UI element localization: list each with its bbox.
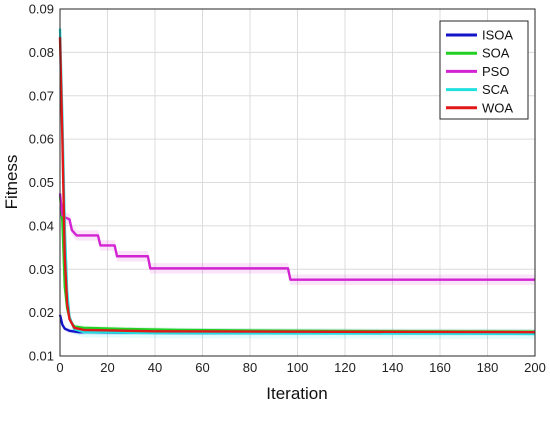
y-tick-label: 0.07 (29, 88, 54, 103)
x-tick-label: 200 (524, 360, 546, 375)
x-tick-label: 40 (148, 360, 162, 375)
x-tick-label: 100 (287, 360, 309, 375)
x-tick-label: 140 (382, 360, 404, 375)
band-pso (60, 188, 535, 285)
legend-label-isoa: ISOA (482, 28, 513, 43)
y-tick-label: 0.06 (29, 132, 54, 147)
x-tick-label: 160 (429, 360, 451, 375)
x-tick-label: 20 (100, 360, 114, 375)
plot-frame (59, 8, 536, 357)
line-woa (58, 37, 536, 334)
x-tick-label: 0 (56, 360, 63, 375)
series-lines (58, 28, 536, 336)
y-tick-label: 0.09 (29, 2, 54, 17)
legend: ISOA SOA PSO SCA WOA (439, 20, 529, 120)
x-tick-labels: 0 20 40 60 80 100 120 140 160 180 200 (56, 360, 545, 375)
y-tick-label: 0.05 (29, 175, 54, 190)
x-tick-label: 60 (195, 360, 209, 375)
y-tick-label: 0.08 (29, 45, 54, 60)
y-tick-label: 0.01 (29, 349, 54, 364)
legend-label-sca: SCA (482, 82, 509, 97)
y-tick-label: 0.04 (29, 218, 54, 233)
legend-label-pso: PSO (482, 64, 509, 79)
x-tick-label: 180 (477, 360, 499, 375)
legend-label-woa: WOA (482, 100, 513, 115)
x-tick-label: 80 (243, 360, 257, 375)
line-pso (58, 193, 535, 281)
x-tick-label: 120 (334, 360, 356, 375)
y-axis-label: Fitness (2, 155, 21, 210)
y-tick-label: 0.03 (29, 262, 54, 277)
y-tick-label: 0.02 (29, 305, 54, 320)
legend-label-soa: SOA (482, 46, 510, 61)
y-tick-labels: 0.01 0.02 0.03 0.04 0.05 0.06 0.07 0.08 0.09 (29, 2, 54, 364)
x-axis-label: Iteration (266, 384, 327, 403)
